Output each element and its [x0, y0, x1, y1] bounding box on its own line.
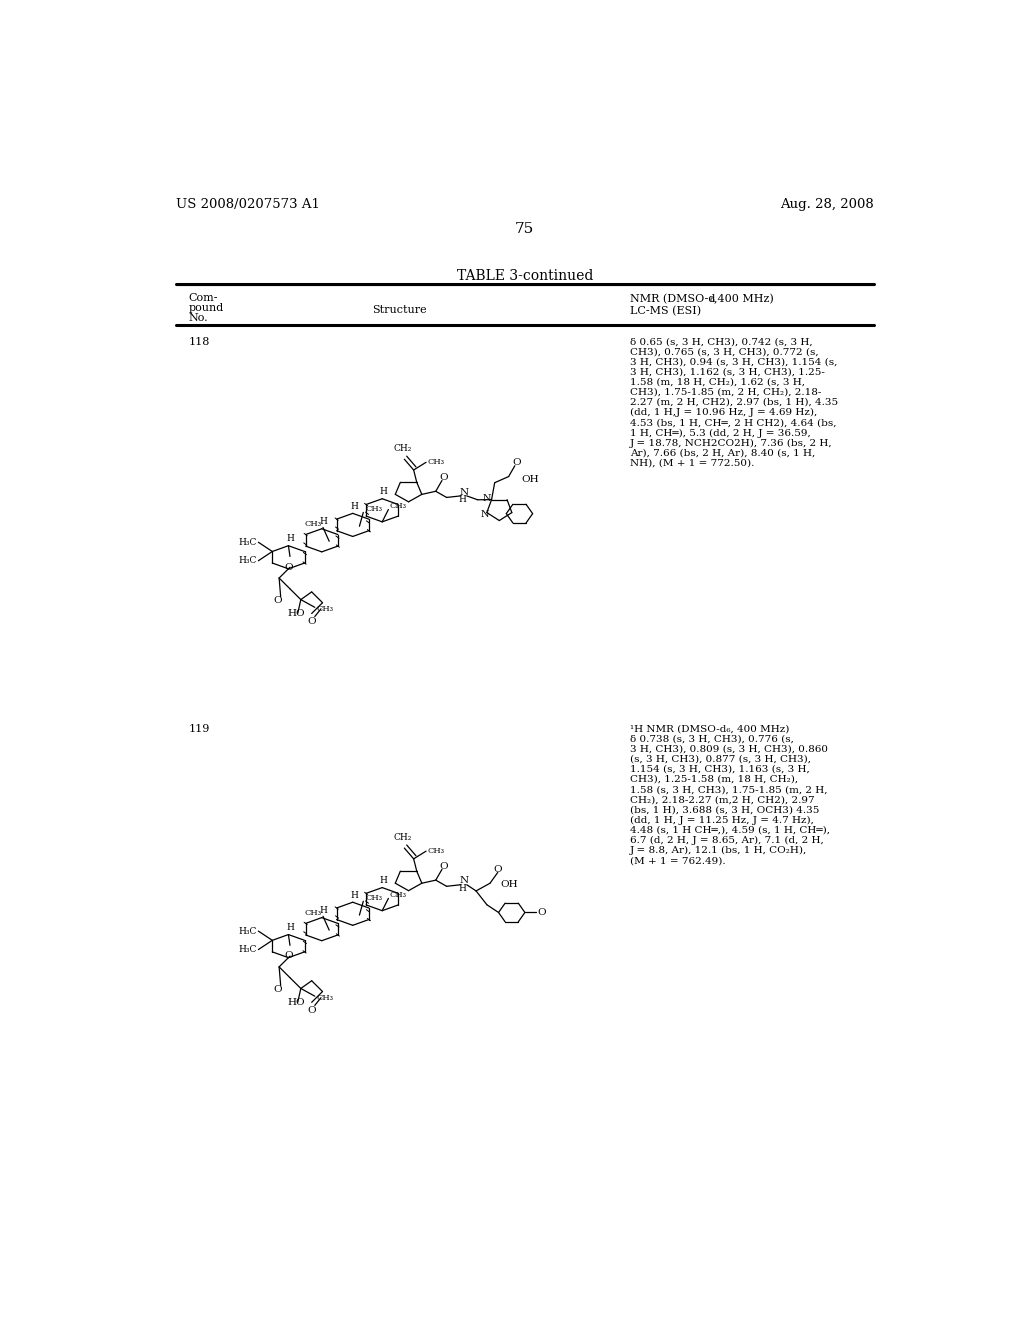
Text: O: O — [307, 618, 316, 627]
Text: 118: 118 — [188, 337, 210, 347]
Text: 2.27 (m, 2 H, CH2), 2.97 (bs, 1 H), 4.35: 2.27 (m, 2 H, CH2), 2.97 (bs, 1 H), 4.35 — [630, 399, 839, 407]
Text: CH3), 1.25-1.58 (m, 18 H, CH₂),: CH3), 1.25-1.58 (m, 18 H, CH₂), — [630, 775, 799, 784]
Text: O: O — [284, 952, 293, 961]
Text: Aug. 28, 2008: Aug. 28, 2008 — [780, 198, 873, 211]
Text: O: O — [273, 985, 282, 994]
Text: H: H — [319, 517, 328, 527]
Text: H: H — [350, 502, 358, 511]
Text: CH₂: CH₂ — [393, 444, 412, 453]
Text: OH: OH — [521, 475, 539, 484]
Text: δ 0.738 (s, 3 H, CH3), 0.776 (s,: δ 0.738 (s, 3 H, CH3), 0.776 (s, — [630, 734, 794, 743]
Text: H: H — [350, 891, 358, 900]
Text: (bs, 1 H), 3.688 (s, 3 H, OCH3) 4.35: (bs, 1 H), 3.688 (s, 3 H, OCH3) 4.35 — [630, 805, 819, 814]
Text: H₃C: H₃C — [239, 556, 257, 565]
Text: 3 H, CH3), 1.162 (s, 3 H, CH3), 1.25-: 3 H, CH3), 1.162 (s, 3 H, CH3), 1.25- — [630, 367, 825, 376]
Text: CH₃: CH₃ — [304, 520, 322, 528]
Text: 3 H, CH3), 0.94 (s, 3 H, CH3), 1.154 (s,: 3 H, CH3), 0.94 (s, 3 H, CH3), 1.154 (s, — [630, 358, 838, 367]
Text: O: O — [538, 908, 546, 917]
Text: O: O — [439, 473, 447, 482]
Text: 1.58 (m, 18 H, CH₂), 1.62 (s, 3 H,: 1.58 (m, 18 H, CH₂), 1.62 (s, 3 H, — [630, 378, 805, 387]
Text: 3 H, CH3), 0.809 (s, 3 H, CH3), 0.860: 3 H, CH3), 0.809 (s, 3 H, CH3), 0.860 — [630, 744, 828, 754]
Text: 119: 119 — [188, 725, 210, 734]
Text: No.: No. — [188, 313, 208, 323]
Text: N: N — [482, 494, 492, 503]
Text: H₃C: H₃C — [239, 537, 257, 546]
Text: Structure: Structure — [372, 305, 427, 314]
Text: (M + 1 = 762.49).: (M + 1 = 762.49). — [630, 857, 726, 866]
Text: (s, 3 H, CH3), 0.877 (s, 3 H, CH3),: (s, 3 H, CH3), 0.877 (s, 3 H, CH3), — [630, 755, 811, 764]
Text: H: H — [458, 884, 466, 894]
Text: O: O — [512, 458, 520, 467]
Text: 6: 6 — [710, 296, 714, 304]
Text: CH₃: CH₃ — [304, 909, 322, 917]
Text: H: H — [380, 876, 388, 886]
Text: CH₂: CH₂ — [393, 833, 412, 842]
Text: pound: pound — [188, 304, 223, 313]
Text: J = 18.78, NCH2CO2H), 7.36 (bs, 2 H,: J = 18.78, NCH2CO2H), 7.36 (bs, 2 H, — [630, 438, 833, 447]
Text: 4.48 (s, 1 H CH═,), 4.59 (s, 1 H, CH═),: 4.48 (s, 1 H CH═,), 4.59 (s, 1 H, CH═), — [630, 826, 830, 834]
Text: CH3), 1.75-1.85 (m, 2 H, CH₂), 2.18-: CH3), 1.75-1.85 (m, 2 H, CH₂), 2.18- — [630, 388, 821, 397]
Text: CH₃: CH₃ — [428, 458, 444, 466]
Text: 1.58 (s, 3 H, CH3), 1.75-1.85 (m, 2 H,: 1.58 (s, 3 H, CH3), 1.75-1.85 (m, 2 H, — [630, 785, 827, 795]
Text: O: O — [284, 562, 293, 572]
Text: CH₃: CH₃ — [390, 503, 407, 511]
Text: CH₃: CH₃ — [316, 605, 334, 612]
Text: H: H — [380, 487, 388, 496]
Text: LC-MS (ESI): LC-MS (ESI) — [630, 306, 701, 317]
Text: OH: OH — [501, 880, 518, 890]
Text: CH₃: CH₃ — [316, 994, 334, 1002]
Text: (dd, 1 H,J = 10.96 Hz, J = 4.69 Hz),: (dd, 1 H,J = 10.96 Hz, J = 4.69 Hz), — [630, 408, 817, 417]
Text: O: O — [273, 595, 282, 605]
Text: O: O — [439, 862, 447, 871]
Text: ,400 MHz): ,400 MHz) — [714, 294, 774, 305]
Text: HO: HO — [288, 609, 305, 618]
Text: H: H — [286, 923, 294, 932]
Text: ¹H NMR (DMSO-d₆, 400 MHz): ¹H NMR (DMSO-d₆, 400 MHz) — [630, 725, 790, 734]
Text: H: H — [319, 907, 328, 915]
Text: O: O — [494, 865, 502, 874]
Text: N: N — [481, 510, 489, 519]
Text: N: N — [459, 876, 468, 886]
Text: H: H — [458, 495, 466, 504]
Text: US 2008/0207573 A1: US 2008/0207573 A1 — [176, 198, 319, 211]
Text: TABLE 3-continued: TABLE 3-continued — [457, 268, 593, 282]
Text: 1 H, CH═), 5.3 (dd, 2 H, J = 36.59,: 1 H, CH═), 5.3 (dd, 2 H, J = 36.59, — [630, 429, 811, 438]
Text: 4.53 (bs, 1 H, CH═, 2 H CH2), 4.64 (bs,: 4.53 (bs, 1 H, CH═, 2 H CH2), 4.64 (bs, — [630, 418, 837, 428]
Text: CH₃: CH₃ — [366, 506, 383, 513]
Text: 6.7 (d, 2 H, J = 8.65, Ar), 7.1 (d, 2 H,: 6.7 (d, 2 H, J = 8.65, Ar), 7.1 (d, 2 H, — [630, 836, 824, 845]
Text: CH₃: CH₃ — [428, 847, 444, 855]
Text: 1.154 (s, 3 H, CH3), 1.163 (s, 3 H,: 1.154 (s, 3 H, CH3), 1.163 (s, 3 H, — [630, 764, 810, 774]
Text: H: H — [286, 535, 294, 544]
Text: NMR (DMSO-d: NMR (DMSO-d — [630, 294, 716, 304]
Text: δ 0.65 (s, 3 H, CH3), 0.742 (s, 3 H,: δ 0.65 (s, 3 H, CH3), 0.742 (s, 3 H, — [630, 337, 813, 346]
Text: CH₃: CH₃ — [390, 891, 407, 899]
Text: H₃C: H₃C — [239, 927, 257, 936]
Text: N: N — [459, 487, 468, 496]
Text: H₃C: H₃C — [239, 945, 257, 954]
Text: (dd, 1 H, J = 11.25 Hz, J = 4.7 Hz),: (dd, 1 H, J = 11.25 Hz, J = 4.7 Hz), — [630, 816, 814, 825]
Text: NH), (M + 1 = 772.50).: NH), (M + 1 = 772.50). — [630, 459, 755, 469]
Text: CH₃: CH₃ — [366, 894, 383, 902]
Text: Com-: Com- — [188, 293, 218, 304]
Text: CH3), 0.765 (s, 3 H, CH3), 0.772 (s,: CH3), 0.765 (s, 3 H, CH3), 0.772 (s, — [630, 347, 819, 356]
Text: Ar), 7.66 (bs, 2 H, Ar), 8.40 (s, 1 H,: Ar), 7.66 (bs, 2 H, Ar), 8.40 (s, 1 H, — [630, 449, 815, 458]
Text: O: O — [307, 1006, 316, 1015]
Text: HO: HO — [288, 998, 305, 1007]
Text: J = 8.8, Ar), 12.1 (bs, 1 H, CO₂H),: J = 8.8, Ar), 12.1 (bs, 1 H, CO₂H), — [630, 846, 808, 855]
Text: CH₂), 2.18-2.27 (m,2 H, CH2), 2.97: CH₂), 2.18-2.27 (m,2 H, CH2), 2.97 — [630, 796, 815, 804]
Text: 75: 75 — [515, 222, 535, 235]
